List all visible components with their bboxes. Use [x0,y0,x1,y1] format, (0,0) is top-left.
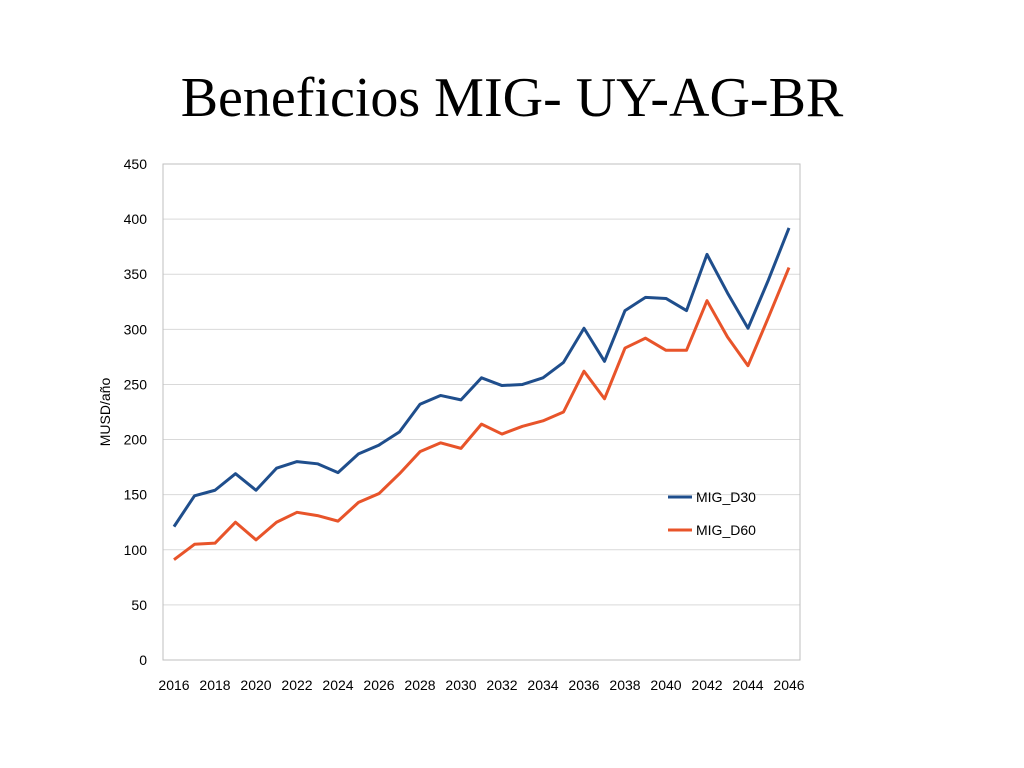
legend-item: MIG_D60 [668,522,756,538]
y-tick-label: 200 [124,432,148,448]
x-tick-label: 2016 [158,677,189,693]
x-tick-label: 2044 [732,677,763,693]
x-axis-ticks: 2016 2018 2020 2022 2024 2026 2028 2030 2032 2034… [158,677,804,693]
x-tick-label: 2028 [404,677,435,693]
series-line [172,227,791,528]
x-tick-label: 2026 [363,677,394,693]
slide-title: Beneficios MIG- UY-AG-BR [180,67,844,129]
series-mig-d60 [173,267,791,561]
y-tick-label: 300 [124,321,148,337]
x-tick-label: 2022 [281,677,312,693]
legend-item: MIG_D30 [668,489,756,505]
y-tick-label: 350 [124,266,148,282]
x-tick-label: 2036 [568,677,599,693]
x-tick-label: 2018 [199,677,230,693]
x-tick-label: 2032 [486,677,517,693]
x-tick-label: 2034 [527,677,558,693]
y-tick-label: 150 [124,487,148,503]
x-tick-label: 2040 [650,677,681,693]
y-axis-title: MUSD/año [97,378,113,447]
x-tick-label: 2046 [773,677,804,693]
series-line [173,267,791,561]
y-tick-label: 50 [131,597,147,613]
legend-label: MIG_D30 [696,489,756,505]
legend-label: MIG_D60 [696,522,756,538]
x-tick-label: 2020 [240,677,271,693]
x-tick-label: 2038 [609,677,640,693]
y-axis-ticks: 0 50 100 150 200 250 300 350 400 450 [124,156,148,668]
y-tick-label: 0 [139,652,147,668]
series-lines [172,227,791,561]
plot-area [162,163,801,661]
x-tick-label: 2024 [322,677,353,693]
legend: MIG_D30 MIG_D60 [668,489,756,538]
y-tick-label: 400 [124,211,148,227]
y-tick-label: 250 [124,376,148,392]
y-tick-label: 100 [124,542,148,558]
y-tick-label: 450 [124,156,148,172]
x-tick-label: 2030 [445,677,476,693]
gridlines [163,163,800,661]
series-mig-d30 [172,227,791,528]
x-tick-label: 2042 [691,677,722,693]
